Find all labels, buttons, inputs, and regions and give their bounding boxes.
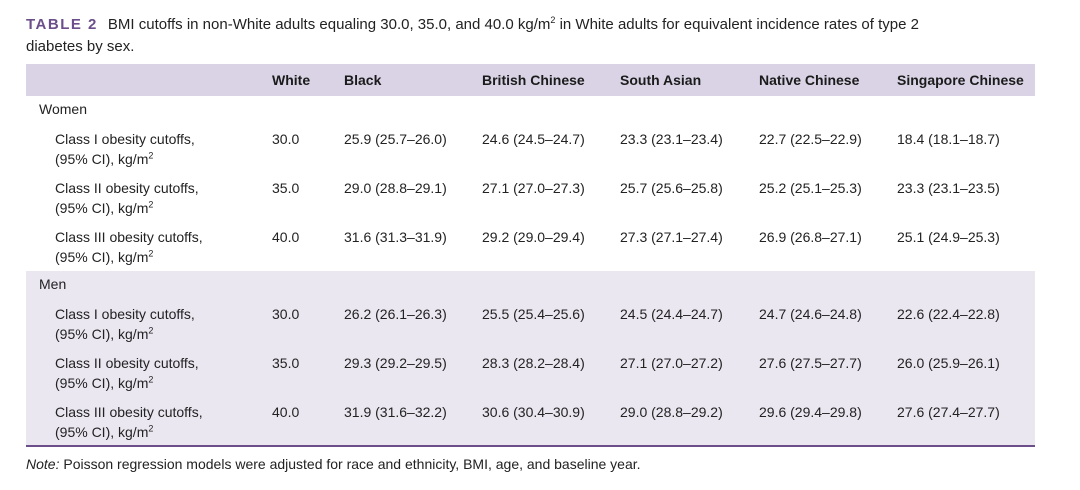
cell-black: 29.3 (29.2–29.5) (344, 355, 447, 371)
table-row: Class I obesity cutoffs, (95% CI), kg/m2… (26, 304, 1035, 350)
women-section: Women Class I obesity cutoffs, (95% CI),… (26, 96, 1035, 271)
table-row: Class III obesity cutoffs, (95% CI), kg/… (26, 227, 1035, 273)
cell-south-asian: 24.5 (24.4–24.7) (620, 306, 723, 322)
note-lead: Note: (26, 456, 60, 472)
column-header-native-chinese: Native Chinese (759, 72, 860, 88)
cell-native-chinese: 27.6 (27.5–27.7) (759, 355, 862, 371)
caption-text-end: in White adults for equivalent incidence… (555, 16, 919, 33)
men-section: Men Class I obesity cutoffs, (95% CI), k… (26, 271, 1035, 446)
row-label-line1: Class I obesity cutoffs, (55, 131, 195, 147)
table-bottom-rule (26, 445, 1035, 447)
cell-white: 35.0 (272, 355, 300, 371)
cell-black: 31.9 (31.6–32.2) (344, 404, 447, 420)
cell-white: 35.0 (272, 180, 300, 196)
row-label-sup: 2 (148, 248, 154, 259)
cell-singapore-chinese: 26.0 (25.9–26.1) (897, 355, 1000, 371)
row-label-line2: (95% CI), kg/m (55, 375, 149, 391)
row-label-line1: Class II obesity cutoffs, (55, 180, 199, 196)
table-header-row: White Black British Chinese South Asian … (26, 64, 1035, 96)
row-label-sup: 2 (148, 374, 154, 385)
cell-white: 40.0 (272, 404, 300, 420)
row-label-line2: (95% CI), kg/m (55, 326, 149, 342)
cell-native-chinese: 29.6 (29.4–29.8) (759, 404, 862, 420)
cell-british-chinese: 29.2 (29.0–29.4) (482, 229, 585, 245)
row-label: Class III obesity cutoffs, (95% CI), kg/… (55, 227, 203, 267)
row-label: Class I obesity cutoffs, (95% CI), kg/m2 (55, 129, 195, 169)
cell-singapore-chinese: 23.3 (23.1–23.5) (897, 180, 1000, 196)
bmi-cutoffs-table: White Black British Chinese South Asian … (26, 64, 1035, 446)
row-label-line2: (95% CI), kg/m (55, 424, 149, 440)
cell-native-chinese: 22.7 (22.5–22.9) (759, 131, 862, 147)
row-label-line2: (95% CI), kg/m (55, 200, 149, 216)
row-label: Class III obesity cutoffs, (95% CI), kg/… (55, 402, 203, 442)
row-label: Class II obesity cutoffs, (95% CI), kg/m… (55, 178, 199, 218)
group-label-men: Men (39, 276, 67, 292)
row-label-sup: 2 (148, 325, 154, 336)
note-text: Poisson regression models were adjusted … (59, 456, 641, 472)
table-note: Note: Poisson regression models were adj… (26, 456, 641, 472)
column-header-black: Black (344, 72, 382, 88)
cell-south-asian: 29.0 (28.8–29.2) (620, 404, 723, 420)
cell-british-chinese: 25.5 (25.4–25.6) (482, 306, 585, 322)
row-label-line2: (95% CI), kg/m (55, 249, 149, 265)
table-row: Class II obesity cutoffs, (95% CI), kg/m… (26, 178, 1035, 224)
row-label-line1: Class I obesity cutoffs, (55, 306, 195, 322)
caption-text: BMI cutoffs in non-White adults equaling… (107, 16, 551, 33)
cell-white: 30.0 (272, 131, 300, 147)
cell-singapore-chinese: 18.4 (18.1–18.7) (897, 131, 1000, 147)
cell-black: 26.2 (26.1–26.3) (344, 306, 447, 322)
cell-black: 29.0 (28.8–29.1) (344, 180, 447, 196)
table-label: TABLE 2 (26, 16, 98, 33)
cell-british-chinese: 24.6 (24.5–24.7) (482, 131, 585, 147)
cell-south-asian: 25.7 (25.6–25.8) (620, 180, 723, 196)
cell-south-asian: 23.3 (23.1–23.4) (620, 131, 723, 147)
row-label-line1: Class III obesity cutoffs, (55, 404, 203, 420)
cell-south-asian: 27.3 (27.1–27.4) (620, 229, 723, 245)
cell-singapore-chinese: 22.6 (22.4–22.8) (897, 306, 1000, 322)
row-label-line1: Class III obesity cutoffs, (55, 229, 203, 245)
row-label-sup: 2 (148, 423, 154, 434)
cell-south-asian: 27.1 (27.0–27.2) (620, 355, 723, 371)
column-header-british-chinese: British Chinese (482, 72, 585, 88)
cell-british-chinese: 27.1 (27.0–27.3) (482, 180, 585, 196)
cell-british-chinese: 28.3 (28.2–28.4) (482, 355, 585, 371)
group-label-women: Women (39, 101, 87, 117)
table-caption: TABLE 2 BMI cutoffs in non-White adults e… (26, 14, 1036, 58)
caption-line2: diabetes by sex. (26, 38, 135, 55)
cell-white: 30.0 (272, 306, 300, 322)
column-header-south-asian: South Asian (620, 72, 702, 88)
caption-superscript: 2 (550, 15, 556, 25)
column-header-singapore-chinese: Singapore Chinese (897, 72, 1024, 88)
row-label: Class I obesity cutoffs, (95% CI), kg/m2 (55, 304, 195, 344)
table-row: Class II obesity cutoffs, (95% CI), kg/m… (26, 353, 1035, 399)
cell-british-chinese: 30.6 (30.4–30.9) (482, 404, 585, 420)
row-label-line2: (95% CI), kg/m (55, 151, 149, 167)
cell-black: 31.6 (31.3–31.9) (344, 229, 447, 245)
row-label-sup: 2 (148, 150, 154, 161)
row-label: Class II obesity cutoffs, (95% CI), kg/m… (55, 353, 199, 393)
cell-native-chinese: 26.9 (26.8–27.1) (759, 229, 862, 245)
table-row: Class I obesity cutoffs, (95% CI), kg/m2… (26, 129, 1035, 175)
column-header-white: White (272, 72, 311, 88)
cell-singapore-chinese: 27.6 (27.4–27.7) (897, 404, 1000, 420)
cell-native-chinese: 24.7 (24.6–24.8) (759, 306, 862, 322)
row-label-sup: 2 (148, 199, 154, 210)
cell-black: 25.9 (25.7–26.0) (344, 131, 447, 147)
cell-native-chinese: 25.2 (25.1–25.3) (759, 180, 862, 196)
cell-white: 40.0 (272, 229, 300, 245)
table-row: Class III obesity cutoffs, (95% CI), kg/… (26, 402, 1035, 448)
cell-singapore-chinese: 25.1 (24.9–25.3) (897, 229, 1000, 245)
row-label-line1: Class II obesity cutoffs, (55, 355, 199, 371)
